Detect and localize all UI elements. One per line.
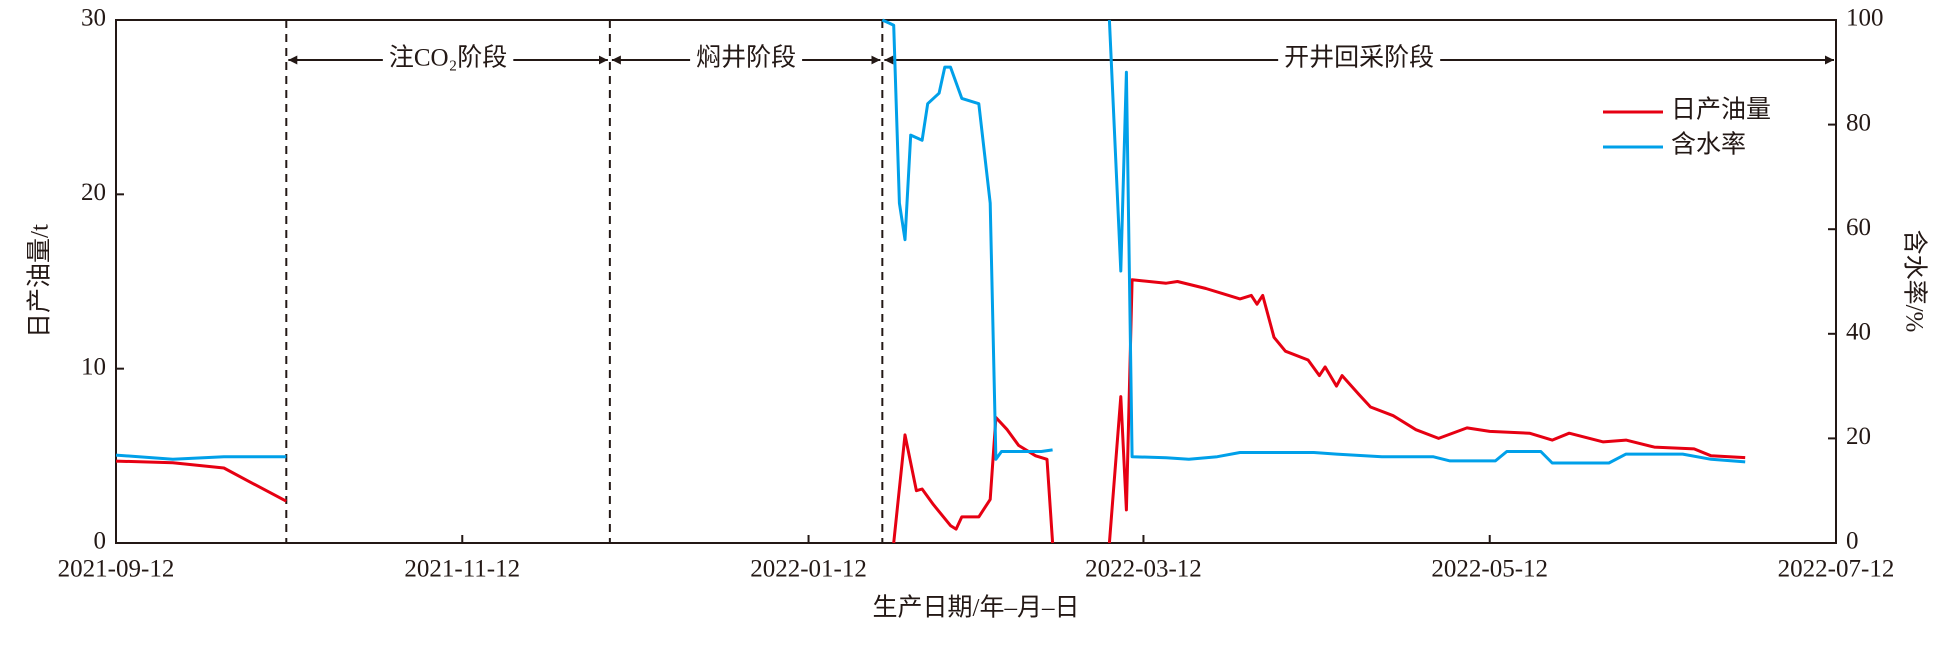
y-axis-label: 日产油量/t — [26, 224, 54, 338]
y2-tick-label: 40 — [1846, 319, 1871, 346]
y-tick-label: 20 — [81, 179, 106, 206]
phase-label: 注CO₂阶段 — [389, 44, 507, 72]
y-tick-label: 0 — [94, 528, 107, 555]
y-tick-label: 10 — [81, 353, 106, 380]
legend-label: 含水率 — [1671, 131, 1746, 159]
x-tick-label: 2022-03-12 — [1085, 556, 1202, 583]
x-tick-label: 2021-11-12 — [404, 556, 520, 583]
x-tick-label: 2022-05-12 — [1431, 556, 1548, 583]
y2-axis-label: 含水率/% — [1900, 230, 1928, 333]
legend-label: 日产油量 — [1671, 96, 1771, 124]
x-axis-label: 生产日期/年–月–日 — [873, 594, 1080, 622]
x-tick-label: 2021-09-12 — [58, 556, 175, 583]
phase-label: 开井回采阶段 — [1284, 44, 1434, 72]
phase-label: 焖井阶段 — [696, 44, 796, 72]
y2-tick-label: 20 — [1846, 423, 1871, 450]
data-line — [115, 18, 1746, 465]
y2-tick-label: 80 — [1846, 109, 1871, 136]
plot-frame — [115, 19, 1837, 544]
y2-tick-label: 60 — [1846, 214, 1871, 241]
y-tick-label: 30 — [81, 5, 106, 32]
x-tick-label: 2022-07-12 — [1778, 556, 1895, 583]
y2-tick-label: 0 — [1846, 528, 1859, 555]
y2-tick-label: 100 — [1846, 5, 1884, 32]
x-tick-label: 2022-01-12 — [750, 556, 867, 583]
data-line — [115, 278, 1746, 544]
